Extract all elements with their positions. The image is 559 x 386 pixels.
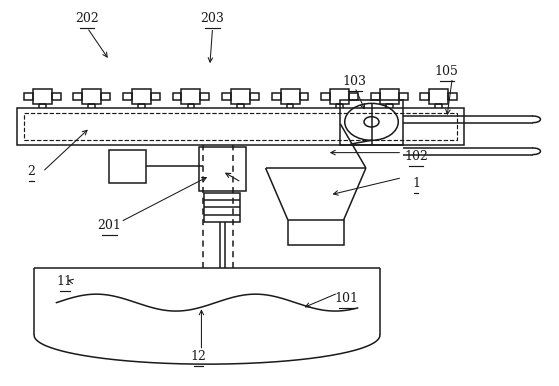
- Bar: [340, 100, 402, 145]
- Bar: [399, 93, 408, 100]
- Text: 105: 105: [435, 65, 459, 78]
- Bar: [200, 93, 209, 100]
- Bar: [231, 89, 250, 104]
- Text: 203: 203: [201, 12, 225, 24]
- Bar: [110, 149, 146, 183]
- Text: 11: 11: [57, 275, 73, 288]
- Bar: [24, 93, 33, 100]
- Bar: [24, 113, 457, 140]
- Text: 103: 103: [343, 75, 367, 88]
- Text: 102: 102: [404, 150, 428, 163]
- Bar: [429, 89, 448, 104]
- Bar: [204, 193, 240, 222]
- Bar: [250, 93, 259, 100]
- Bar: [380, 89, 399, 104]
- Text: 12: 12: [191, 350, 207, 363]
- Bar: [33, 89, 51, 104]
- Bar: [281, 89, 300, 104]
- Bar: [101, 93, 110, 100]
- Bar: [272, 93, 281, 100]
- Bar: [132, 89, 151, 104]
- Bar: [173, 93, 182, 100]
- Bar: [151, 93, 160, 100]
- Text: 201: 201: [97, 219, 121, 232]
- Bar: [182, 89, 200, 104]
- Bar: [123, 93, 132, 100]
- Text: 202: 202: [75, 12, 99, 24]
- Bar: [17, 108, 463, 145]
- Text: 2: 2: [27, 165, 35, 178]
- Bar: [420, 93, 429, 100]
- Bar: [448, 93, 457, 100]
- Bar: [371, 93, 380, 100]
- Bar: [288, 220, 344, 245]
- Bar: [82, 89, 101, 104]
- Bar: [51, 93, 60, 100]
- Bar: [349, 93, 358, 100]
- Text: 1: 1: [412, 177, 420, 190]
- Bar: [321, 93, 330, 100]
- Text: 101: 101: [334, 292, 358, 305]
- Bar: [198, 147, 246, 191]
- Bar: [300, 93, 309, 100]
- Bar: [330, 89, 349, 104]
- Bar: [222, 93, 231, 100]
- Bar: [73, 93, 82, 100]
